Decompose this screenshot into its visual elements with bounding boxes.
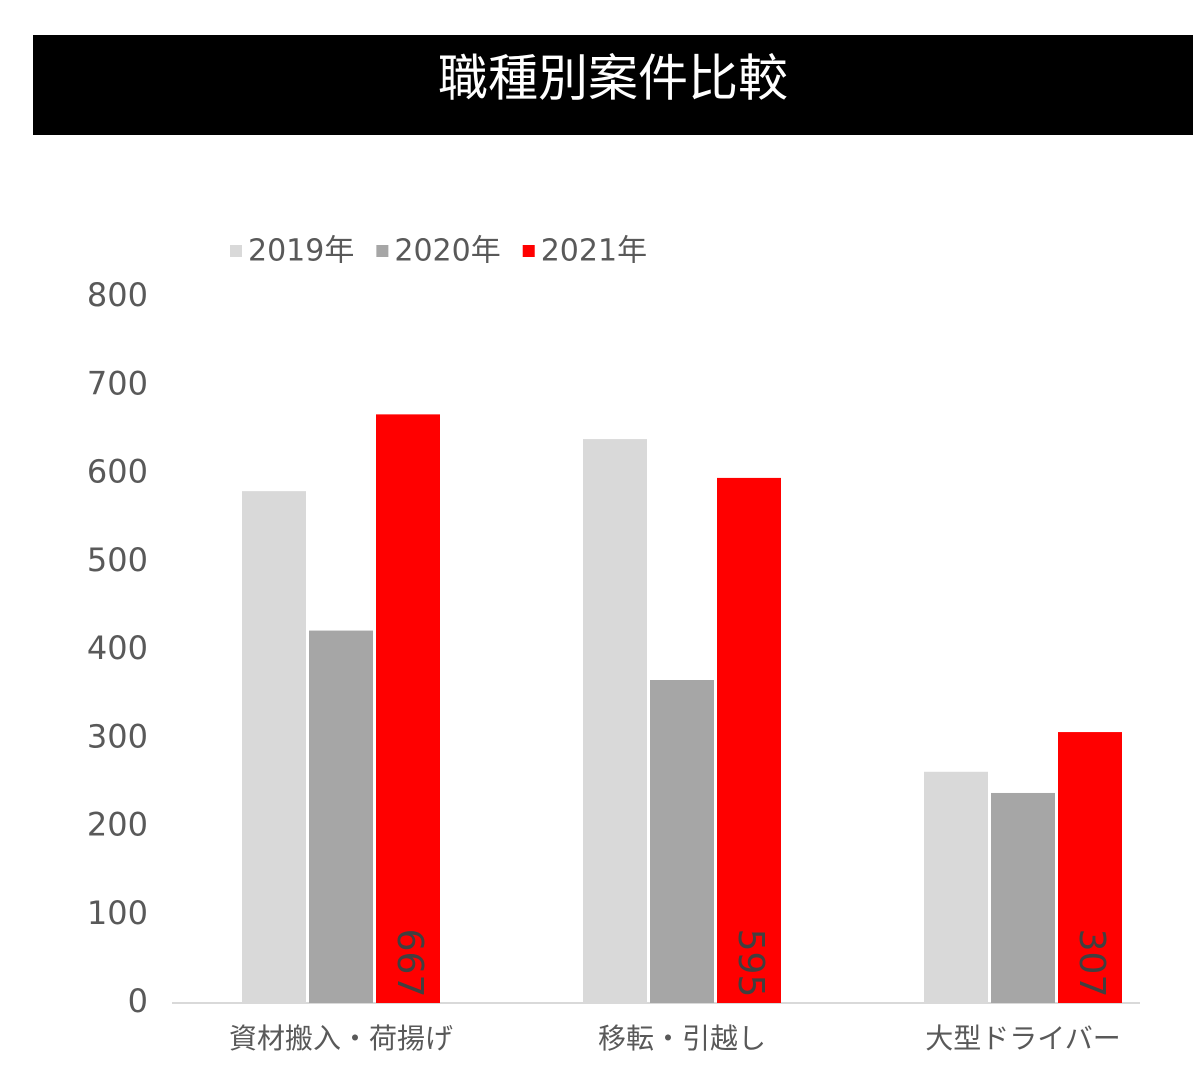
bar	[991, 792, 1055, 1003]
bar	[376, 414, 440, 1003]
data-label: 307	[1071, 929, 1112, 998]
y-tick-label: 500	[87, 541, 148, 579]
bar	[583, 439, 647, 1003]
bar	[309, 630, 373, 1003]
y-tick-label: 700	[87, 364, 148, 402]
legend-swatch	[230, 245, 242, 257]
legend-swatch	[522, 245, 535, 257]
bar	[717, 477, 781, 1004]
y-tick-label: 600	[87, 453, 148, 491]
y-tick-label: 800	[87, 276, 148, 314]
chart-title: 職種別案件比較	[438, 50, 788, 108]
bar	[1058, 732, 1122, 1003]
data-label: 667	[389, 929, 430, 998]
data-label: 595	[730, 929, 771, 998]
bar	[242, 491, 306, 1003]
y-tick-label: 300	[87, 717, 148, 755]
y-tick-label: 0	[128, 982, 148, 1020]
x-tick-label: 資材搬入・荷揚げ	[229, 1022, 453, 1055]
y-tick-label: 400	[87, 629, 148, 667]
y-tick-label: 100	[87, 894, 148, 932]
title-banner	[33, 35, 1193, 135]
bar	[924, 771, 988, 1003]
legend-label: 2020年	[394, 234, 500, 269]
bar	[650, 680, 714, 1003]
x-tick-label: 大型ドライバー	[925, 1022, 1120, 1055]
legend-label: 2021年	[541, 234, 647, 269]
legend-swatch	[376, 245, 389, 257]
legend-label: 2019年	[248, 234, 354, 269]
x-tick-label: 移転・引越し	[598, 1022, 766, 1055]
y-tick-label: 200	[87, 806, 148, 844]
